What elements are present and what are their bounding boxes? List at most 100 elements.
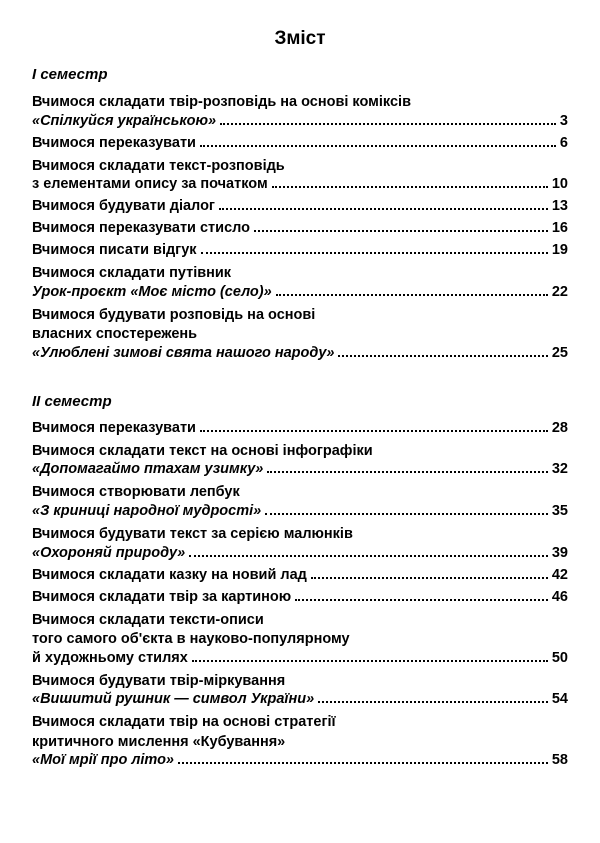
entry-text: Вчимося переказувати (32, 135, 196, 151)
page-number: 58 (552, 752, 568, 768)
entry-text: «Улюблені зимові свята нашого народу» (32, 345, 334, 361)
entry-last-line: Вчимося переказувати 6 (32, 135, 568, 151)
page-number: 35 (552, 503, 568, 519)
dot-leader (220, 123, 556, 125)
entry-last-line: Вчимося складати казку на новий лад 42 (32, 567, 568, 583)
toc-entry: Вчимося складати казку на новий лад 42 (32, 567, 568, 583)
entry-last-line: Вчимося писати відгук 19 (32, 242, 568, 258)
entry-text: «Допомагаймо птахам узимку» (32, 461, 263, 477)
toc-entry: Вчимося складати твір за картиною 46 (32, 589, 568, 605)
page-number: 13 (552, 198, 568, 214)
section-header: І семестр (32, 66, 568, 83)
page-number: 3 (560, 113, 568, 129)
entry-line: Вчимося будувати твір-міркування (32, 672, 568, 692)
entry-line: Вчимося складати текст-розповідь (32, 157, 568, 177)
entry-last-line: Вчимося складати твір за картиною 46 (32, 589, 568, 605)
entry-line: того самого об'єкта в науково-популярном… (32, 630, 568, 650)
entry-text: з елементами опису за початком (32, 176, 268, 192)
entry-last-line: Вчимося будувати діалог 13 (32, 198, 568, 214)
entry-line: власних спостережень (32, 325, 568, 345)
entry-last-line: «Охороняй природу» 39 (32, 545, 568, 561)
entry-line: Вчимося складати твір на основі стратегі… (32, 713, 568, 733)
entry-text: Урок-проєкт «Моє місто (село)» (32, 284, 272, 300)
toc-entry: Вчимося складати текст на основі інфогра… (32, 442, 568, 478)
page-number: 50 (552, 650, 568, 666)
entry-line: Вчимося складати текст на основі інфогра… (32, 442, 568, 462)
entry-last-line: «Мої мрії про літо» 58 (32, 752, 568, 768)
section-header: ІІ семестр (32, 393, 568, 410)
dot-leader (338, 355, 547, 357)
toc-entry: Вчимося будувати діалог 13 (32, 198, 568, 214)
dot-leader (272, 186, 548, 188)
page-number: 6 (560, 135, 568, 151)
entry-line: критичного мислення «Кубування» (32, 733, 568, 753)
entry-last-line: «Допомагаймо птахам узимку» 32 (32, 461, 568, 477)
dot-leader (200, 145, 556, 147)
toc-entry: Вчимося переказувати 28 (32, 420, 568, 436)
dot-leader (192, 660, 548, 662)
page-number: 10 (552, 176, 568, 192)
page-number: 32 (552, 461, 568, 477)
entry-line: Вчимося складати тексти-описи (32, 611, 568, 631)
toc-entry: Вчимося переказувати стисло 16 (32, 220, 568, 236)
page-number: 39 (552, 545, 568, 561)
toc-entry: Вчимося складати твір на основі стратегі… (32, 713, 568, 768)
entry-last-line: «З криниці народної мудрості» 35 (32, 503, 568, 519)
toc-entry: Вчимося складати тексти-описитого самого… (32, 611, 568, 666)
dot-leader (178, 762, 548, 764)
entry-text: Вчимося складати твір за картиною (32, 589, 291, 605)
entry-text: Вчимося переказувати (32, 420, 196, 436)
entry-text: Вчимося переказувати стисло (32, 220, 250, 236)
entry-last-line: «Спілкуйся українською» 3 (32, 113, 568, 129)
entry-text: й художньому стилях (32, 650, 188, 666)
entry-last-line: «Вишитий рушник — символ України» 54 (32, 691, 568, 707)
entry-last-line: й художньому стилях 50 (32, 650, 568, 666)
dot-leader (265, 513, 548, 515)
entry-last-line: Вчимося переказувати стисло 16 (32, 220, 568, 236)
toc-entry: Вчимося будувати твір-міркування«Вишитий… (32, 672, 568, 708)
entry-line: Вчимося будувати розповідь на основі (32, 306, 568, 326)
toc-entry: Вчимося складати текст-розповідьз елемен… (32, 157, 568, 193)
toc-entry: Вчимося складати твір-розповідь на основ… (32, 93, 568, 129)
dot-leader (189, 555, 548, 557)
entry-last-line: «Улюблені зимові свята нашого народу» 25 (32, 345, 568, 361)
page-number: 54 (552, 691, 568, 707)
toc-entry: Вчимося будувати текст за серією малюнкі… (32, 525, 568, 561)
page-number: 22 (552, 284, 568, 300)
toc-entry: Вчимося переказувати 6 (32, 135, 568, 151)
entry-text: «Вишитий рушник — символ України» (32, 691, 314, 707)
dot-leader (254, 230, 548, 232)
entry-last-line: Вчимося переказувати 28 (32, 420, 568, 436)
table-of-contents: І семестр Вчимося складати твір-розповідь… (32, 66, 568, 768)
toc-entry: Вчимося писати відгук 19 (32, 242, 568, 258)
entry-text: Вчимося складати казку на новий лад (32, 567, 307, 583)
entry-last-line: Урок-проєкт «Моє місто (село)» 22 (32, 284, 568, 300)
dot-leader (219, 208, 548, 210)
page-title: Зміст (32, 28, 568, 50)
dot-leader (201, 252, 548, 254)
toc-entry: Вчимося створювати лепбук«З криниці наро… (32, 483, 568, 519)
entry-line: Вчимося складати твір-розповідь на основ… (32, 93, 568, 113)
entry-text: «Охороняй природу» (32, 545, 185, 561)
entry-line: Вчимося будувати текст за серією малюнкі… (32, 525, 568, 545)
dot-leader (318, 701, 548, 703)
dot-leader (311, 577, 548, 579)
entry-text: «Мої мрії про літо» (32, 752, 174, 768)
toc-entry: Вчимося складати путівникУрок-проєкт «Мо… (32, 264, 568, 300)
page-number: 28 (552, 420, 568, 436)
dot-leader (276, 294, 548, 296)
entry-text: «Спілкуйся українською» (32, 113, 216, 129)
entry-line: Вчимося створювати лепбук (32, 483, 568, 503)
entry-line: Вчимося складати путівник (32, 264, 568, 284)
page-number: 16 (552, 220, 568, 236)
entry-text: Вчимося писати відгук (32, 242, 197, 258)
toc-entry: Вчимося будувати розповідь на основівлас… (32, 306, 568, 361)
entry-text: Вчимося будувати діалог (32, 198, 215, 214)
page-number: 46 (552, 589, 568, 605)
entry-text: «З криниці народної мудрості» (32, 503, 261, 519)
page-number: 25 (552, 345, 568, 361)
dot-leader (200, 430, 548, 432)
entry-last-line: з елементами опису за початком 10 (32, 176, 568, 192)
dot-leader (267, 471, 547, 473)
page-number: 19 (552, 242, 568, 258)
